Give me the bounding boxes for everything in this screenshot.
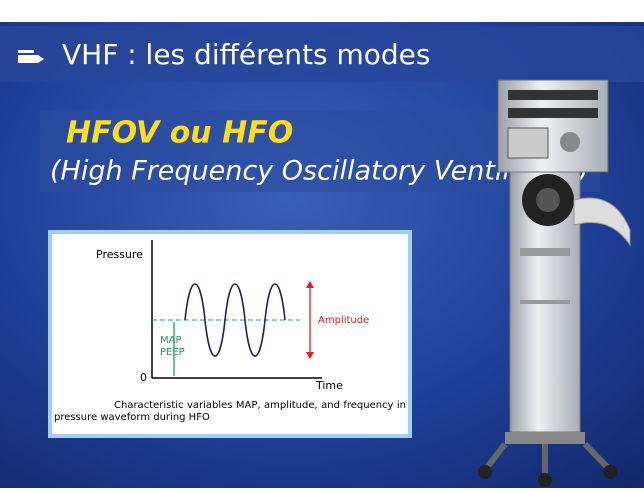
amplitude-label: Amplitude	[318, 315, 369, 326]
origin-label: 0	[140, 371, 147, 384]
caption-box: Characteristic variables MAP, amplitude,…	[54, 400, 406, 434]
figure-caption: Characteristic variables MAP, amplitude,…	[54, 400, 406, 424]
slide: VHF : les différents modes HFOV ou HFO (…	[0, 0, 644, 488]
y-axis-label: Pressure	[96, 248, 143, 261]
slide-title: VHF : les différents modes	[62, 38, 430, 71]
waveform-figure: Pressure 0 Time Amplitude MAP PEEP Chara…	[50, 232, 410, 436]
heading: HFOV ou HFO	[66, 116, 293, 151]
map-label: MAP	[160, 335, 182, 346]
peep-label: PEEP	[160, 347, 185, 358]
top-strip	[0, 0, 644, 22]
x-axis-label: Time	[315, 379, 343, 392]
